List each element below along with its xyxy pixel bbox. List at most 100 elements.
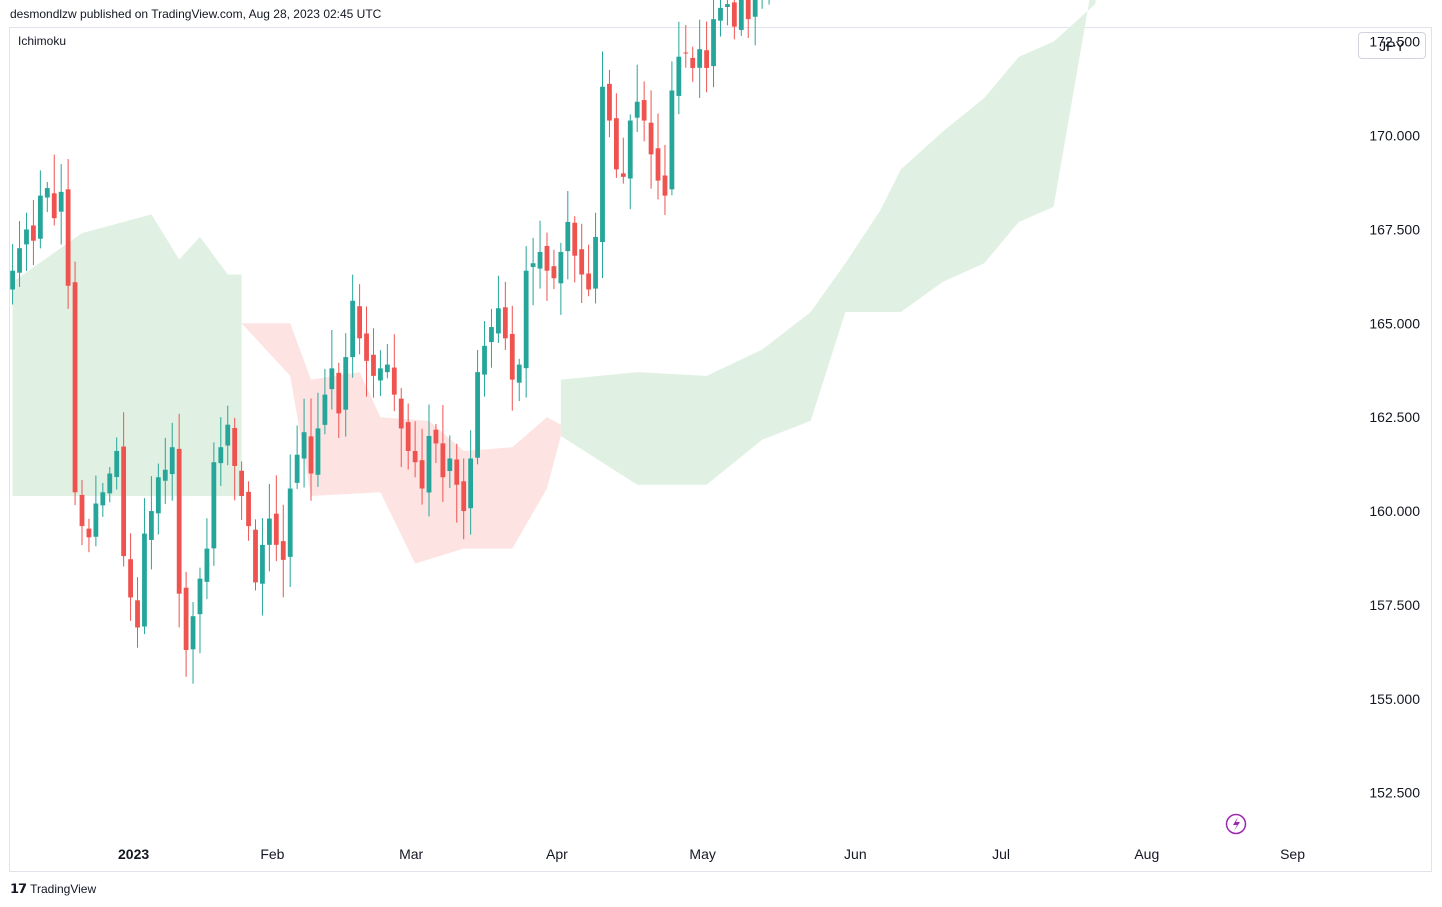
candle-body bbox=[558, 251, 564, 284]
candle-body bbox=[745, 0, 751, 20]
candle-body bbox=[537, 251, 543, 269]
candle-body bbox=[516, 364, 522, 383]
indicator-label[interactable]: Ichimoku bbox=[18, 34, 67, 48]
publisher-caption: desmondlzw published on TradingView.com,… bbox=[10, 7, 382, 21]
candle-body bbox=[655, 148, 661, 181]
candle bbox=[350, 274, 356, 378]
candle bbox=[149, 476, 154, 570]
candle bbox=[718, 0, 723, 37]
candle bbox=[544, 232, 550, 301]
candle bbox=[51, 154, 57, 226]
candle-body bbox=[482, 345, 487, 375]
price-tick-label: 157.500 bbox=[1369, 597, 1420, 613]
candle-body bbox=[489, 327, 494, 343]
candle bbox=[357, 284, 362, 355]
candle bbox=[690, 46, 696, 82]
candle-body bbox=[350, 300, 356, 358]
candle bbox=[114, 437, 120, 490]
candle bbox=[246, 481, 251, 541]
price-tick-label: 162.500 bbox=[1369, 409, 1420, 425]
candle bbox=[253, 519, 258, 591]
time-tick-label: Aug bbox=[1134, 846, 1159, 862]
candle-body bbox=[218, 447, 224, 464]
candle-body bbox=[634, 101, 640, 118]
candle bbox=[155, 463, 161, 535]
candle bbox=[662, 144, 668, 215]
candle-body bbox=[10, 270, 15, 290]
candle-body bbox=[398, 398, 404, 429]
brand-name: TradingView bbox=[30, 882, 97, 896]
candle-body bbox=[697, 49, 703, 68]
candle bbox=[364, 306, 369, 397]
candle bbox=[211, 442, 217, 566]
candle-body bbox=[31, 225, 36, 241]
candle bbox=[586, 244, 592, 297]
candle bbox=[378, 350, 383, 396]
candle-body bbox=[287, 488, 293, 557]
candle-body bbox=[627, 120, 633, 179]
candle bbox=[86, 518, 92, 553]
candle bbox=[752, 0, 758, 46]
tradingview-logo-icon[interactable]: 𝟭𝟳 bbox=[10, 881, 27, 896]
candle-body bbox=[405, 422, 411, 451]
candle bbox=[648, 90, 654, 189]
candle bbox=[294, 425, 300, 489]
candle bbox=[128, 533, 133, 621]
candle-body bbox=[100, 492, 106, 506]
candle bbox=[44, 182, 50, 213]
price-tick-label: 167.500 bbox=[1369, 221, 1420, 237]
time-tick-label: Jul bbox=[992, 846, 1010, 862]
candle bbox=[676, 21, 682, 115]
candle-body bbox=[523, 270, 529, 369]
candle bbox=[496, 275, 501, 344]
candle bbox=[169, 422, 175, 501]
candle-body bbox=[142, 533, 147, 627]
price-tick-label: 155.000 bbox=[1369, 691, 1420, 707]
candle-body bbox=[378, 368, 383, 381]
candle bbox=[287, 454, 293, 587]
candle bbox=[58, 164, 64, 245]
candle-body bbox=[280, 541, 286, 560]
candle-body bbox=[433, 429, 439, 444]
candle bbox=[336, 362, 342, 439]
candle bbox=[565, 191, 571, 280]
candle bbox=[607, 69, 612, 138]
candle-body bbox=[169, 447, 175, 475]
candle-body bbox=[496, 308, 501, 334]
candle bbox=[343, 333, 349, 437]
time-tick-label: Mar bbox=[399, 846, 423, 862]
candle bbox=[308, 398, 314, 501]
candle-body bbox=[17, 248, 22, 273]
candle bbox=[17, 221, 22, 287]
candle bbox=[315, 392, 321, 487]
candle bbox=[280, 504, 286, 598]
candle bbox=[634, 64, 640, 132]
currency-selector[interactable]: JPY bbox=[1358, 32, 1426, 59]
candle-body bbox=[51, 193, 57, 219]
candle bbox=[440, 405, 446, 502]
price-tick-label: 170.000 bbox=[1369, 128, 1420, 144]
candle-body bbox=[648, 122, 654, 155]
candle bbox=[412, 421, 418, 478]
candle-body bbox=[79, 494, 85, 527]
candle-body bbox=[315, 428, 321, 475]
candle bbox=[489, 308, 494, 368]
candle bbox=[579, 223, 585, 303]
candle bbox=[711, 0, 716, 88]
time-axis[interactable]: 2023 Feb Mar Apr May Jun Jul Aug Sep bbox=[118, 846, 1305, 862]
candle bbox=[502, 281, 508, 350]
candle bbox=[100, 482, 106, 517]
candle-body bbox=[690, 57, 696, 68]
candle bbox=[627, 114, 633, 210]
flash-icon[interactable] bbox=[1225, 813, 1247, 835]
candle bbox=[65, 159, 71, 309]
candle-body bbox=[384, 364, 390, 373]
candle-body bbox=[260, 544, 265, 584]
candle-body bbox=[232, 427, 238, 466]
time-tick-label: Apr bbox=[546, 846, 568, 862]
candle bbox=[468, 430, 474, 535]
candle bbox=[516, 358, 522, 402]
price-axis[interactable]: 152.500 155.000 157.500 160.000 162.500 165.0… bbox=[1369, 0, 1420, 801]
candle-body bbox=[579, 249, 585, 275]
